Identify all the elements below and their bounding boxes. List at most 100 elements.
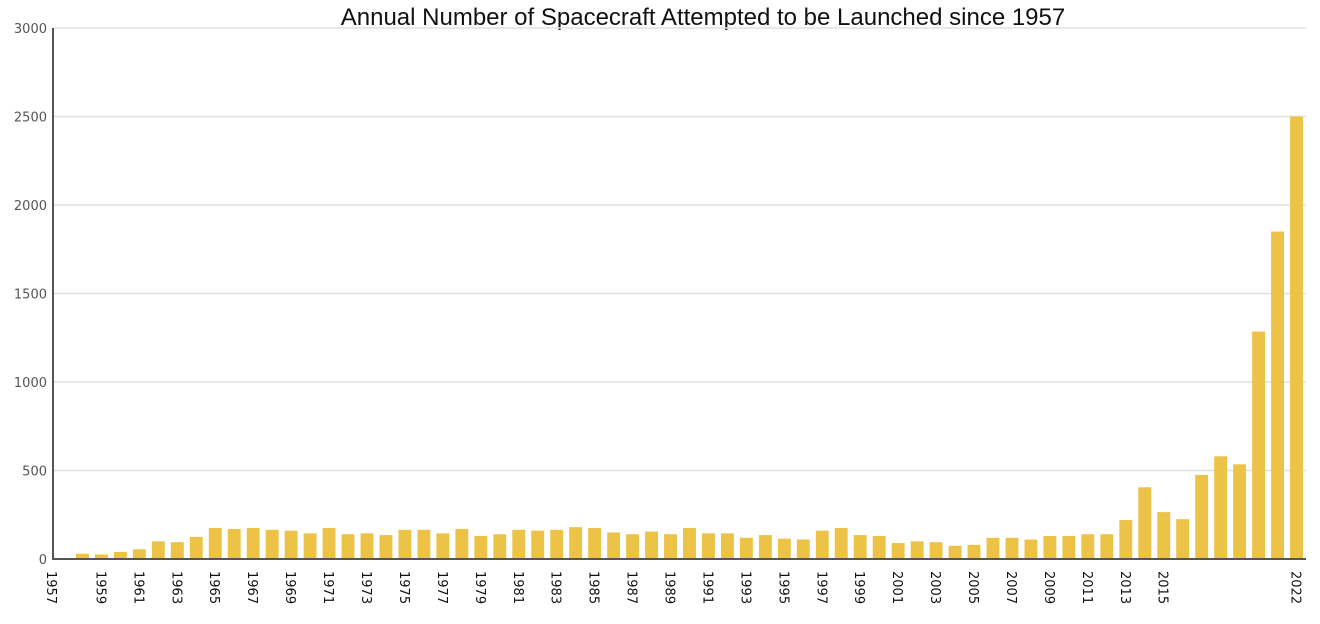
bar-2016 (1176, 519, 1190, 559)
bar-2007 (1005, 537, 1019, 559)
bar-2012 (1100, 534, 1114, 559)
x-tick-label: 1981 (510, 571, 525, 604)
x-tick-label: 1975 (396, 571, 411, 604)
y-tick-label: 500 (22, 465, 47, 480)
bar-2011 (1081, 534, 1095, 559)
bar-1971 (322, 528, 336, 559)
bar-1958 (76, 553, 89, 559)
bar-1992 (720, 533, 734, 559)
bar-2017 (1195, 474, 1209, 559)
x-tick-label: 1979 (472, 571, 487, 604)
bar-1966 (227, 528, 241, 559)
x-tick-label: 2022 (1288, 571, 1303, 604)
x-tick-label: 1963 (168, 571, 183, 604)
x-tick-label: 2003 (927, 571, 942, 604)
x-tick-label: 1969 (282, 571, 297, 604)
bar-1989 (664, 534, 677, 559)
x-tick-label: 1971 (320, 571, 335, 604)
bar-1969 (284, 530, 298, 559)
x-tick-label: 1977 (434, 571, 449, 604)
x-tick-label: 1967 (244, 571, 259, 604)
y-tick-labels: 0 500 1000 1500 2000 2500 3000 (14, 22, 47, 568)
x-tick-label: 2001 (889, 571, 904, 604)
bar-2002 (910, 541, 924, 559)
x-tick-label: 1993 (737, 571, 752, 604)
bar-1995 (777, 538, 791, 559)
bar-2013 (1119, 520, 1133, 559)
x-tick-label: 2009 (1041, 571, 1056, 604)
x-tick-label: 1961 (130, 571, 145, 604)
bar-1980 (493, 534, 507, 559)
bar-2008 (1024, 539, 1038, 559)
bar-2014 (1138, 487, 1152, 559)
bar-1973 (360, 533, 374, 559)
bar-1983 (550, 529, 564, 559)
x-tick-label: 2011 (1079, 571, 1094, 604)
x-tick-labels: 1957 1959 1961 1963 1965 1967 1969 1971 1973 1975… (43, 571, 1303, 604)
bar-1960 (113, 551, 127, 559)
bar-1997 (815, 530, 829, 559)
bar-1961 (132, 549, 146, 559)
bar-2018 (1214, 456, 1228, 559)
x-tick-label: 2005 (965, 571, 980, 604)
x-tick-label: 1989 (662, 571, 677, 604)
bar-1963 (170, 542, 184, 559)
bar-1965 (208, 528, 222, 559)
x-tick-label: 1965 (206, 571, 221, 604)
bar-1975 (398, 529, 412, 559)
bars (76, 116, 1303, 560)
bar-1982 (531, 530, 545, 559)
bar-2005 (967, 544, 981, 559)
bar-1999 (853, 535, 867, 559)
bar-1959 (94, 554, 108, 559)
x-tick-label: 1983 (548, 571, 563, 604)
bar-2021 (1271, 231, 1284, 560)
bar-1974 (379, 535, 393, 559)
gridlines (54, 27, 1306, 472)
bar-1985 (588, 528, 602, 559)
bar-1991 (702, 533, 715, 559)
bar-1988 (645, 531, 658, 559)
x-tick-label: 2013 (1117, 571, 1132, 604)
x-tick-label: 1991 (699, 571, 714, 604)
bar-1968 (265, 529, 279, 559)
bar-1981 (512, 529, 526, 559)
x-tick-label: 1987 (624, 571, 639, 604)
y-tick-label: 2000 (14, 199, 47, 214)
x-tick-label: 1999 (851, 571, 866, 604)
bar-1970 (303, 533, 317, 559)
bar-1986 (607, 532, 621, 559)
x-tick-label: 1995 (775, 571, 790, 604)
bar-1977 (436, 533, 450, 559)
chart-title: Annual Number of Spacecraft Attempted to… (340, 4, 1066, 31)
bar-1978 (455, 528, 469, 559)
bar-2010 (1062, 535, 1076, 559)
y-tick-label: 1000 (14, 376, 47, 391)
bar-2022 (1290, 116, 1303, 559)
bar-2000 (872, 535, 886, 559)
bar-1962 (151, 541, 165, 559)
bar-2003 (929, 542, 943, 559)
bar-1998 (834, 528, 848, 559)
bar-1990 (683, 528, 696, 559)
y-tick-label: 0 (39, 553, 47, 568)
x-tick-label: 1973 (358, 571, 373, 604)
bar-2020 (1252, 331, 1266, 559)
axes (52, 28, 1306, 560)
bar-2019 (1233, 464, 1247, 559)
y-tick-label: 3000 (14, 22, 47, 37)
bar-1993 (739, 537, 753, 559)
x-tick-label: 1985 (586, 571, 601, 604)
bar-2015 (1157, 512, 1171, 559)
bar-1994 (758, 535, 772, 559)
x-tick-label: 2015 (1155, 571, 1170, 604)
bar-1964 (189, 536, 203, 559)
x-tick-label: 1997 (813, 571, 828, 604)
bar-1984 (569, 527, 583, 559)
y-tick-label: 2500 (14, 111, 47, 126)
bar-2009 (1043, 535, 1057, 559)
bar-2006 (986, 537, 1000, 559)
y-tick-label: 1500 (14, 288, 47, 303)
x-tick-label: 2007 (1003, 571, 1018, 604)
x-tick-label: 1957 (43, 571, 58, 604)
